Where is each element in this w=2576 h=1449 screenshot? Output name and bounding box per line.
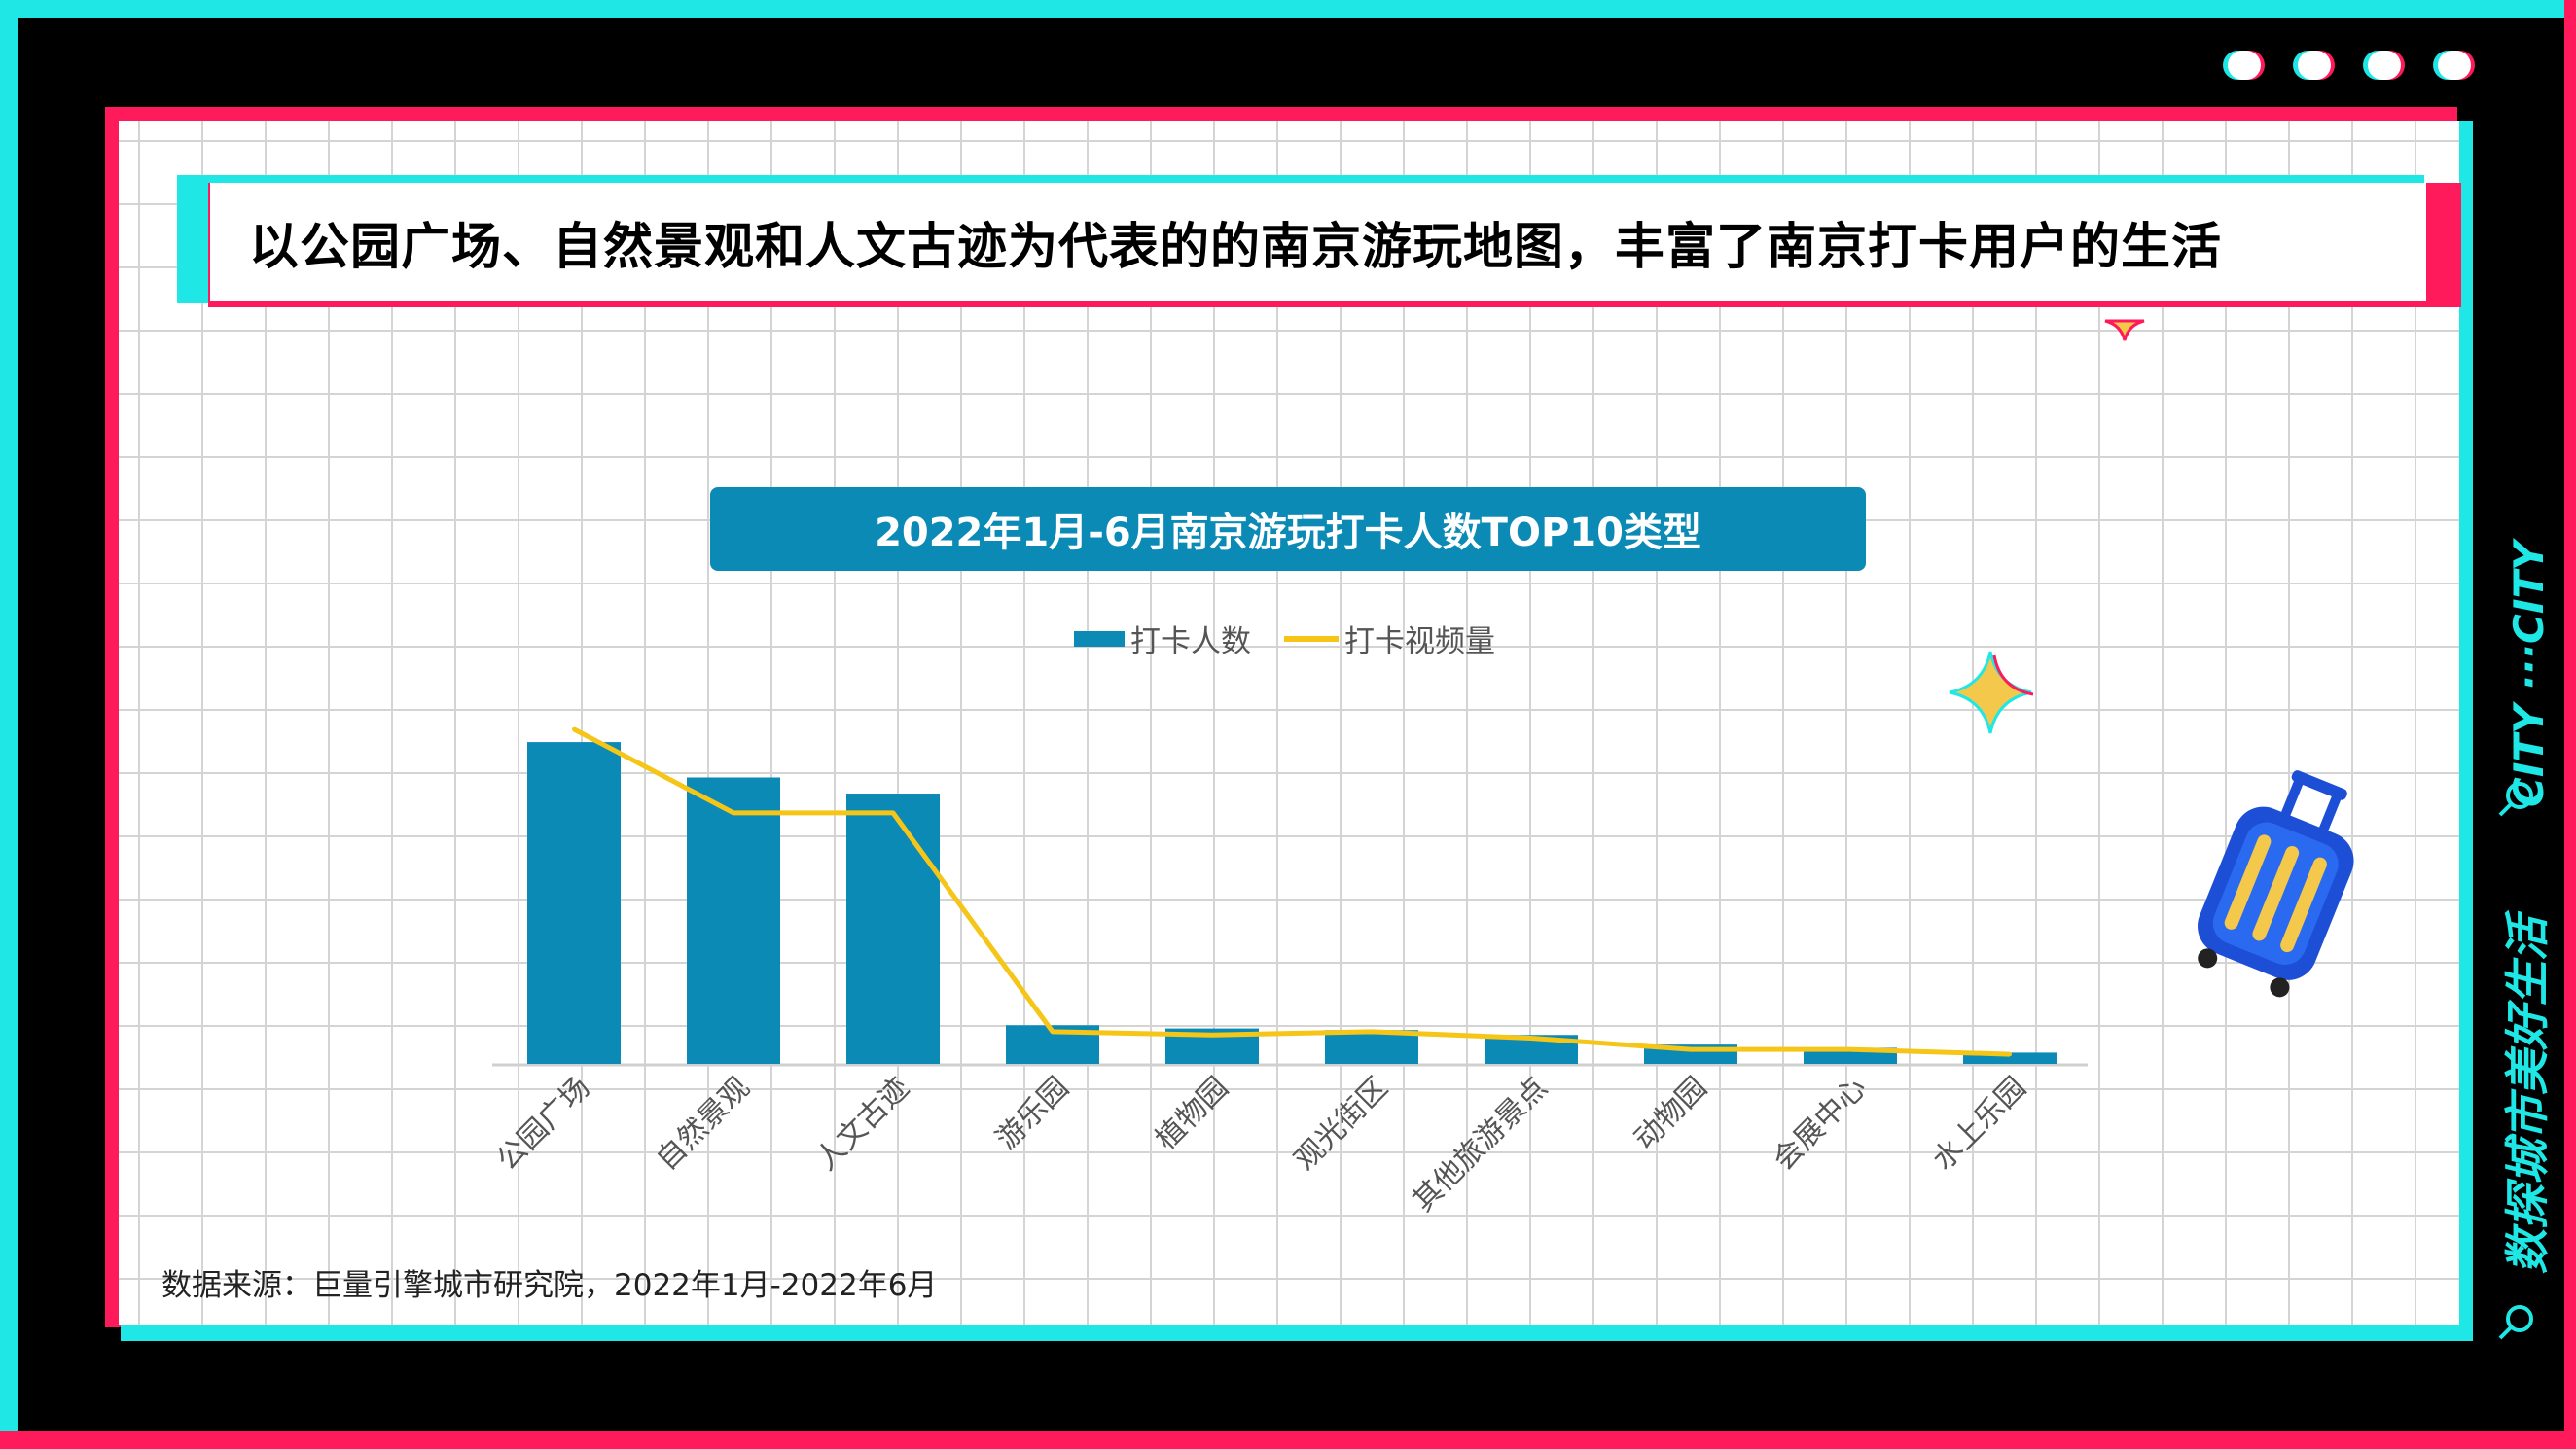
window-dot (2438, 51, 2471, 80)
x-tick-label: 公园广场 (490, 1071, 597, 1178)
bar-公园广场 (527, 742, 621, 1064)
line-point-观光街区 (1370, 1029, 1374, 1034)
bar-水上乐园 (1963, 1052, 2057, 1064)
chart-title: 2022年1月-6月南京游玩打卡人数TOP10类型 (710, 487, 1866, 571)
legend-label-line: 打卡视频量 (1344, 624, 1495, 659)
x-tick-label: 游乐园 (989, 1071, 1075, 1156)
x-tick-label: 人文古迹 (809, 1071, 916, 1178)
side-banner: 数探城市美好生活 CITY ···CITY (2492, 541, 2557, 1274)
content-card (119, 121, 2459, 1325)
bar-观光街区 (1325, 1030, 1418, 1064)
legend-swatch-bar (1074, 630, 1125, 647)
header-banner: 以公园广场、自然景观和人文古迹为代表的的南京游玩地图，丰富了南京打卡用户的生活 (210, 183, 2426, 301)
line-point-游乐园 (1051, 1029, 1055, 1034)
legend-swatch-line (1284, 635, 1339, 642)
line-point-动物园 (1689, 1047, 1693, 1052)
window-dots (2228, 51, 2471, 80)
line-point-公园广场 (572, 726, 576, 731)
window-dot (2228, 51, 2261, 80)
frame-right-border (2564, 0, 2576, 1449)
magnifier-icon (2498, 782, 2533, 817)
bar-人文古迹 (846, 794, 940, 1064)
side-banner-main: 数探城市美好生活 (2501, 916, 2554, 1274)
series-line-打卡视频量 (572, 726, 2011, 1057)
data-source: 数据来源：巨量引擎城市研究院，2022年1月-2022年6月 (161, 1268, 938, 1303)
sparkle-icon (2104, 319, 2145, 341)
frame-top-border (0, 0, 2576, 18)
suitcase-icon (2198, 770, 2354, 998)
page-title: 以公园广场、自然景观和人文古迹为代表的的南京游玩地图，丰富了南京打卡用户的生活 (249, 219, 2223, 276)
side-banner-sub: CITY ···CITY (2505, 541, 2553, 807)
window-dot (2298, 51, 2331, 80)
line-point-人文古迹 (891, 810, 895, 815)
bar-自然景观 (687, 777, 780, 1064)
frame-bottom-border (0, 1431, 2576, 1449)
x-tick-label: 其他旅游景点 (1407, 1071, 1555, 1219)
x-tick-label: 水上乐园 (1926, 1071, 2033, 1178)
line-point-会展中心 (1848, 1047, 1852, 1052)
sparkle-icon (1949, 651, 2034, 734)
magnifier-icon (2498, 1305, 2533, 1340)
line-point-植物园 (1210, 1033, 1214, 1038)
x-tick-label: 观光街区 (1288, 1071, 1395, 1178)
frame-left-border (0, 0, 18, 1449)
legend-label-bar: 打卡人数 (1130, 624, 1251, 659)
line-point-自然景观 (732, 810, 735, 815)
x-tick-label: 自然景观 (650, 1071, 757, 1178)
line-point-其他旅游景点 (1529, 1036, 1533, 1041)
line-point-水上乐园 (2008, 1052, 2012, 1057)
window-dot (2368, 51, 2401, 80)
x-tick-label: 植物园 (1149, 1071, 1234, 1156)
chart-legend: 打卡人数 打卡视频量 (1074, 617, 1495, 660)
x-tick-label: 会展中心 (1767, 1071, 1874, 1178)
x-tick-label: 动物园 (1628, 1071, 1713, 1156)
